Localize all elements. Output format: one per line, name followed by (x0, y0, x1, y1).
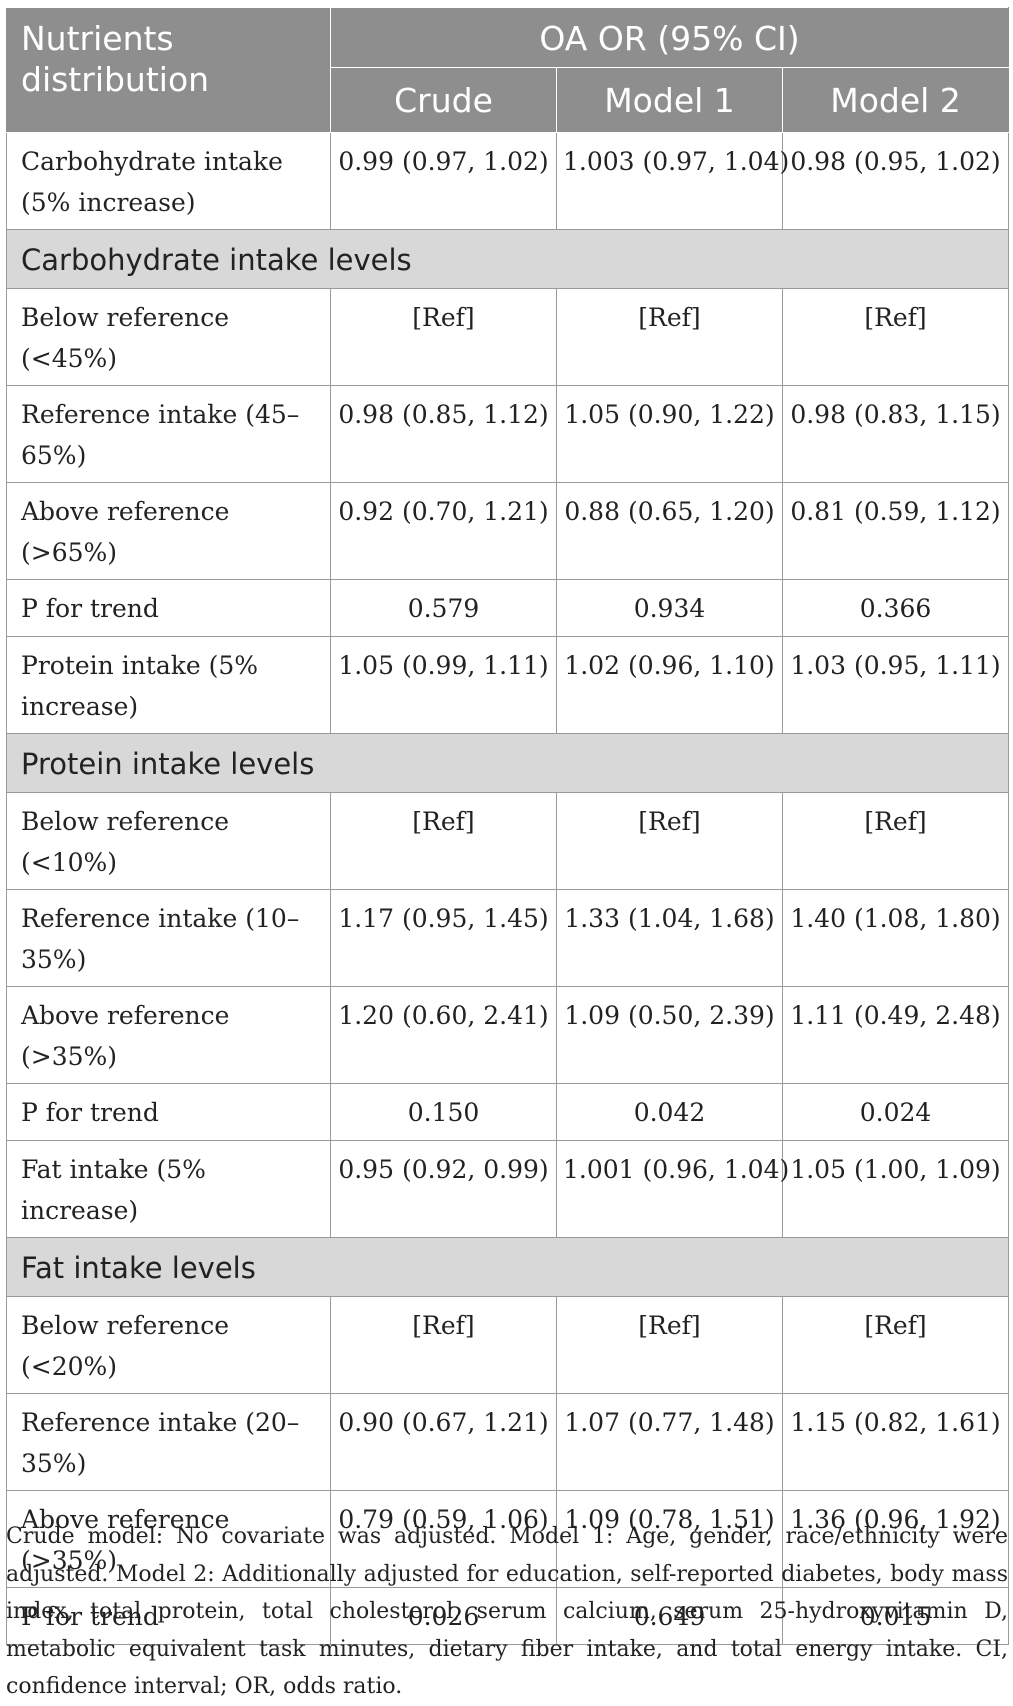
row-label: Below reference (<20%) (6, 1296, 331, 1394)
results-table: Nutrients distribution OA OR (95% CI) Cr… (5, 7, 1010, 1645)
value-cell: 1.003 (0.97, 1.04) (556, 132, 789, 230)
value-cell: 0.934 (556, 579, 783, 637)
table-row: Above reference (>65%) 0.92 (0.70, 1.21) 0… (6, 482, 1010, 580)
value-cell: [Ref] (781, 1296, 1010, 1394)
column-header-model-1: Model 1 (556, 67, 783, 133)
value-cell: 0.98 (0.95, 1.02) (781, 132, 1010, 230)
table-row: Fat intake (5% increase) 0.95 (0.92, 0.99… (6, 1140, 1010, 1238)
section-label: Protein intake levels (5, 733, 1010, 793)
table-row: Reference intake (20–35%) 0.90 (0.67, 1.2… (6, 1393, 1010, 1491)
group-header: OA OR (95% CI) (329, 7, 1010, 68)
table-row: P for trend 0.026 0.649 0.015 (6, 1587, 1010, 1645)
table-row: Protein intake (5% increase) 1.05 (0.99, … (6, 636, 1010, 734)
value-cell: 0.150 (330, 1083, 557, 1141)
value-cell: 0.88 (0.65, 1.20) (556, 482, 783, 580)
row-label: P for trend (6, 579, 331, 637)
value-cell: 1.05 (0.99, 1.11) (330, 636, 557, 734)
value-cell: 1.15 (0.82, 1.61) (781, 1393, 1010, 1491)
row-label: Below reference (<45%) (6, 288, 331, 386)
value-cell: 1.05 (1.00, 1.09) (781, 1140, 1010, 1238)
section-row: Fat intake levels (5, 1237, 1010, 1297)
value-cell: 1.33 (1.04, 1.68) (556, 889, 783, 987)
table-row: Carbohydrate intake (5% increase) 0.99 (0… (6, 132, 1010, 230)
row-label: Above reference (>65%) (6, 482, 331, 580)
value-cell: 1.02 (0.96, 1.10) (556, 636, 783, 734)
table-row: Below reference (<45%) [Ref] [Ref] [Ref] (6, 288, 1010, 386)
row-label: Above reference (>35%) (6, 1490, 331, 1588)
section-row: Carbohydrate intake levels (5, 229, 1010, 289)
value-cell: 1.11 (0.49, 2.48) (781, 986, 1010, 1084)
value-cell: 1.40 (1.08, 1.80) (781, 889, 1010, 987)
section-row: Protein intake levels (5, 733, 1010, 793)
value-cell: 0.98 (0.85, 1.12) (330, 385, 557, 483)
value-cell: 0.366 (781, 579, 1010, 637)
value-cell: 0.042 (556, 1083, 783, 1141)
value-cell: 1.09 (0.50, 2.39) (556, 986, 783, 1084)
row-label-header: Nutrients distribution (6, 7, 331, 133)
value-cell: [Ref] (330, 792, 557, 890)
value-cell: 0.98 (0.83, 1.15) (781, 385, 1010, 483)
value-cell: 1.20 (0.60, 2.41) (330, 986, 557, 1084)
row-label: Carbohydrate intake (5% increase) (6, 132, 331, 230)
table-header: Nutrients distribution OA OR (95% CI) Cr… (6, 7, 1010, 133)
row-label: Below reference (<10%) (6, 792, 331, 890)
value-cell: 1.17 (0.95, 1.45) (330, 889, 557, 987)
table-row: Below reference (<10%) [Ref] [Ref] [Ref] (6, 792, 1010, 890)
column-header-crude: Crude (330, 67, 557, 133)
value-cell: 1.001 (0.96, 1.04) (556, 1140, 789, 1238)
table-row: P for trend 0.150 0.042 0.024 (6, 1083, 1010, 1141)
value-cell: 0.90 (0.67, 1.21) (330, 1393, 557, 1491)
value-cell: 1.09 (0.78, 1.51) (556, 1490, 783, 1588)
table-row: Reference intake (10–35%) 1.17 (0.95, 1.4… (6, 889, 1010, 987)
value-cell: 0.024 (781, 1083, 1010, 1141)
table-row: Below reference (<20%) [Ref] [Ref] [Ref] (6, 1296, 1010, 1394)
value-cell: 1.05 (0.90, 1.22) (556, 385, 783, 483)
section-label: Fat intake levels (5, 1237, 1010, 1297)
results-table-container: Nutrients distribution OA OR (95% CI) Cr… (5, 7, 1010, 1645)
value-cell: [Ref] (781, 792, 1010, 890)
value-cell: [Ref] (556, 288, 783, 386)
column-header-model-2: Model 2 (781, 67, 1010, 133)
value-cell: 0.579 (330, 579, 557, 637)
value-cell: 0.015 (781, 1587, 1010, 1645)
value-cell: 1.07 (0.77, 1.48) (556, 1393, 783, 1491)
value-cell: [Ref] (556, 792, 783, 890)
row-label: Fat intake (5% increase) (6, 1140, 331, 1238)
value-cell: 0.92 (0.70, 1.21) (330, 482, 557, 580)
value-cell: 0.95 (0.92, 0.99) (330, 1140, 557, 1238)
row-label: P for trend (6, 1587, 331, 1645)
value-cell: 1.03 (0.95, 1.11) (781, 636, 1010, 734)
row-label: Reference intake (10–35%) (6, 889, 331, 987)
value-cell: 0.81 (0.59, 1.12) (781, 482, 1010, 580)
value-cell: [Ref] (330, 1296, 557, 1394)
row-label: Protein intake (5% increase) (6, 636, 331, 734)
row-label: Reference intake (45–65%) (6, 385, 331, 483)
table-row: Reference intake (45–65%) 0.98 (0.85, 1.1… (6, 385, 1010, 483)
table-row: P for trend 0.579 0.934 0.366 (6, 579, 1010, 637)
row-label: Above reference (>35%) (6, 986, 331, 1084)
row-label: Reference intake (20–35%) (6, 1393, 331, 1491)
table-row: Above reference (>35%) 1.20 (0.60, 2.41) 1… (6, 986, 1010, 1084)
value-cell: [Ref] (556, 1296, 783, 1394)
value-cell: [Ref] (330, 288, 557, 386)
value-cell: 0.649 (556, 1587, 783, 1645)
value-cell: [Ref] (781, 288, 1010, 386)
table-footnote: Crude model: No covariate was adjusted. … (6, 1524, 1008, 1699)
table-body: Carbohydrate intake (5% increase) 0.99 (0… (5, 132, 1010, 1645)
value-cell: 0.026 (330, 1587, 557, 1645)
value-cell: 1.36 (0.96, 1.92) (781, 1490, 1010, 1588)
table-row: Above reference (>35%) 0.79 (0.59, 1.06) 1… (6, 1490, 1010, 1588)
row-label: P for trend (6, 1083, 331, 1141)
value-cell: 0.99 (0.97, 1.02) (330, 132, 557, 230)
section-label: Carbohydrate intake levels (5, 229, 1010, 289)
